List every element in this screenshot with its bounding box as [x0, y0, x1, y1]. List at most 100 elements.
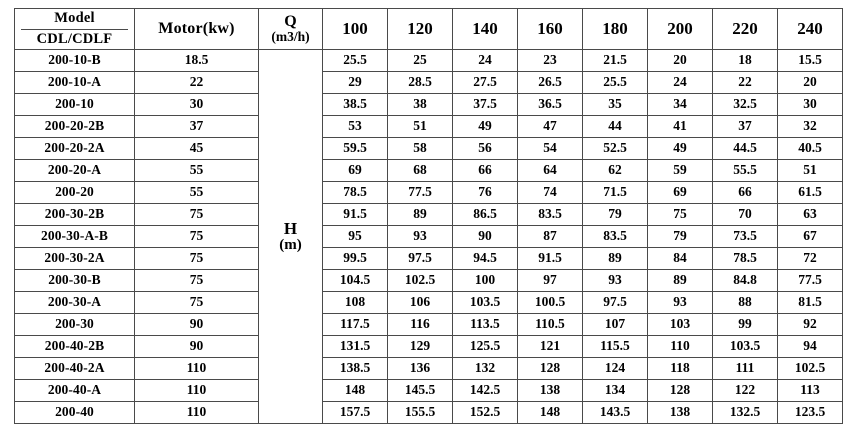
head-value-cell: 34 — [647, 93, 713, 116]
head-value-cell: 111 — [712, 357, 778, 380]
head-value-cell: 58 — [387, 137, 453, 160]
head-value-cell: 92 — [777, 313, 843, 336]
motor-power-cell: 22 — [134, 71, 259, 94]
motor-power-cell: 110 — [134, 401, 259, 424]
head-value-cell: 94 — [777, 335, 843, 358]
table-row: 200-10-B 18.5 H (m) 25.5 25 24 23 21.5 20 18 15.5 — [14, 49, 843, 424]
head-value-cell: 103 — [647, 313, 713, 336]
head-value-cell: 97.5 — [582, 291, 648, 314]
head-value-cell: 87 — [517, 225, 583, 248]
head-value-cell: 62 — [582, 159, 648, 182]
head-value-cell: 115.5 — [582, 335, 648, 358]
head-value-cell: 25 — [387, 49, 453, 72]
motor-power-cell: 90 — [134, 335, 259, 358]
head-value-cell: 152.5 — [452, 401, 518, 424]
head-value-cell: 72 — [777, 247, 843, 270]
motor-power-cell: 75 — [134, 203, 259, 226]
motor-power-cell: 90 — [134, 313, 259, 336]
motor-power-cell: 45 — [134, 137, 259, 160]
head-value-cell: 51 — [387, 115, 453, 138]
model-header-cell: Model CDL/CDLF — [14, 8, 135, 50]
head-value-cell: 91.5 — [517, 247, 583, 270]
head-value-cell: 37 — [712, 115, 778, 138]
head-value-cell: 89 — [647, 269, 713, 292]
flow-unit-label: (m3/h) — [271, 29, 310, 45]
head-value-cell: 77.5 — [777, 269, 843, 292]
head-value-cell: 131.5 — [322, 335, 388, 358]
head-value-cell: 145.5 — [387, 379, 453, 402]
head-value-cell: 51 — [777, 159, 843, 182]
head-value-cell: 84 — [647, 247, 713, 270]
model-cell: 200-40-2B — [14, 335, 135, 358]
head-value-cell: 116 — [387, 313, 453, 336]
head-value-cell: 66 — [712, 181, 778, 204]
table-row: 200-30-A 75 108 106 103.5 100.5 97.5 93 88 81.5 — [14, 291, 843, 314]
head-value-cell: 123.5 — [777, 401, 843, 424]
flow-column-header: 180 — [582, 8, 648, 50]
head-value-cell: 15.5 — [777, 49, 843, 72]
table-row: 200-10 30 38.5 38 37.5 36.5 35 34 32.5 30 — [14, 93, 843, 116]
head-value-cell: 70 — [712, 203, 778, 226]
head-value-cell: 30 — [777, 93, 843, 116]
head-value-cell: 106 — [387, 291, 453, 314]
head-value-cell: 117.5 — [322, 313, 388, 336]
head-value-cell: 69 — [322, 159, 388, 182]
motor-power-cell: 75 — [134, 225, 259, 248]
head-value-cell: 97 — [517, 269, 583, 292]
head-value-cell: 25.5 — [582, 71, 648, 94]
table-row: 200-30-B 75 104.5 102.5 100 97 93 89 84.8 77.5 — [14, 269, 843, 292]
head-value-cell: 121 — [517, 335, 583, 358]
head-value-cell: 103.5 — [452, 291, 518, 314]
motor-power-cell: 75 — [134, 269, 259, 292]
head-value-cell: 49 — [452, 115, 518, 138]
flow-column-header: 200 — [647, 8, 713, 50]
head-value-cell: 128 — [647, 379, 713, 402]
head-value-cell: 95 — [322, 225, 388, 248]
head-value-cell: 93 — [647, 291, 713, 314]
model-series-label: CDL/CDLF — [36, 30, 113, 47]
head-value-cell: 24 — [452, 49, 518, 72]
head-value-cell: 59 — [647, 159, 713, 182]
head-value-cell: 143.5 — [582, 401, 648, 424]
table-row: 200-40-A 110 148 145.5 142.5 138 134 128 122 113 — [14, 379, 843, 402]
head-value-cell: 100.5 — [517, 291, 583, 314]
table-row: 200-30-A-B 75 95 93 90 87 83.5 79 73.5 67 — [14, 225, 843, 248]
head-value-cell: 76 — [452, 181, 518, 204]
head-value-cell: 59.5 — [322, 137, 388, 160]
table-row: 200-40-2A 110 138.5 136 132 128 124 118 111 102.5 — [14, 357, 843, 380]
motor-power-cell: 75 — [134, 247, 259, 270]
head-value-cell: 122 — [712, 379, 778, 402]
table-row: 200-30-2A 75 99.5 97.5 94.5 91.5 89 84 78.5 72 — [14, 247, 843, 270]
motor-power-cell: 55 — [134, 181, 259, 204]
head-value-cell: 18 — [712, 49, 778, 72]
head-value-cell: 44 — [582, 115, 648, 138]
head-value-cell: 102.5 — [387, 269, 453, 292]
head-value-cell: 107 — [582, 313, 648, 336]
head-value-cell: 90 — [452, 225, 518, 248]
model-cell: 200-30-2B — [14, 203, 135, 226]
head-value-cell: 113 — [777, 379, 843, 402]
model-cell: 200-10-B — [14, 49, 135, 72]
head-value-cell: 38 — [387, 93, 453, 116]
table-row: 200-30 90 117.5 116 113.5 110.5 107 103 99 92 — [14, 313, 843, 336]
pump-performance-table: Model CDL/CDLF Motor(kw) Q (m3/h) 100 12… — [14, 8, 843, 424]
head-unit-label: (m) — [279, 236, 302, 253]
model-cell: 200-30-2A — [14, 247, 135, 270]
head-value-cell: 61.5 — [777, 181, 843, 204]
head-value-cell: 28.5 — [387, 71, 453, 94]
table-row: 200-20-2B 37 53 51 49 47 44 41 37 32 — [14, 115, 843, 138]
head-value-cell: 88 — [712, 291, 778, 314]
head-value-cell: 77.5 — [387, 181, 453, 204]
model-header-label: Model — [21, 11, 128, 30]
head-value-cell: 148 — [322, 379, 388, 402]
table-row: 200-40-2B 90 131.5 129 125.5 121 115.5 110 103.5… — [14, 335, 843, 358]
table-row: 200-20-A 55 69 68 66 64 62 59 55.5 51 — [14, 159, 843, 182]
head-value-cell: 81.5 — [777, 291, 843, 314]
head-value-cell: 78.5 — [322, 181, 388, 204]
head-value-cell: 23 — [517, 49, 583, 72]
head-value-cell: 113.5 — [452, 313, 518, 336]
head-value-cell: 20 — [777, 71, 843, 94]
motor-power-cell: 55 — [134, 159, 259, 182]
head-value-cell: 100 — [452, 269, 518, 292]
